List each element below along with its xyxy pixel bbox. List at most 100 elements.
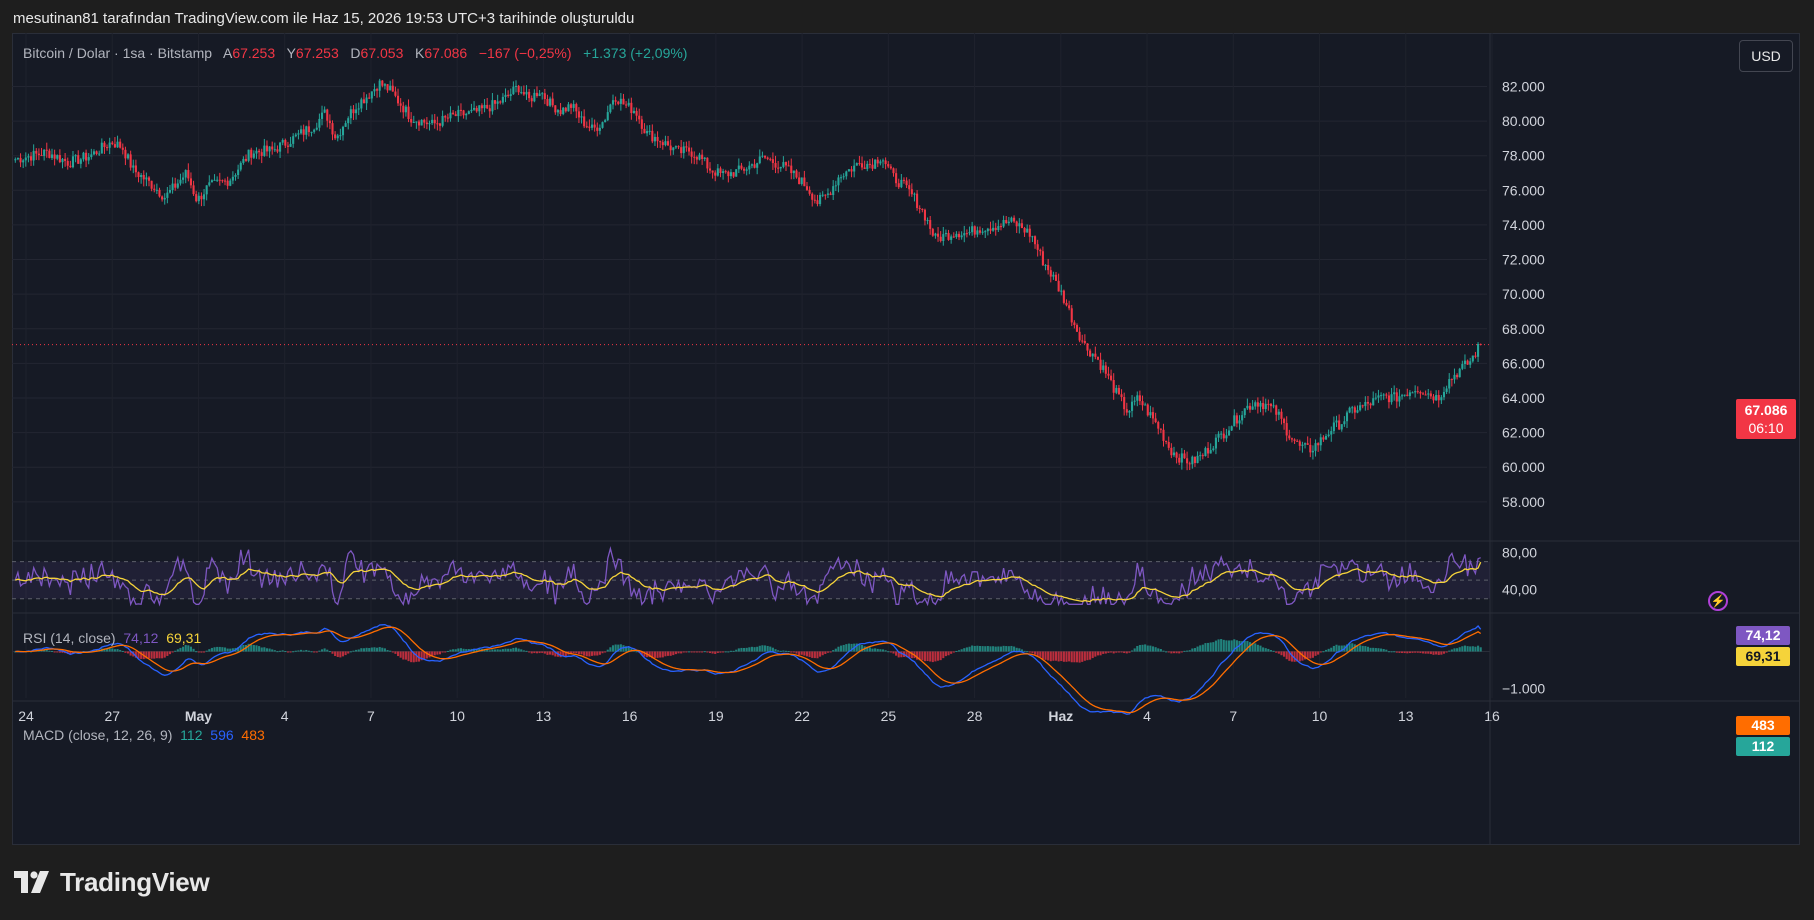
- macd-histogram-bar: [850, 643, 853, 652]
- candle-body: [250, 149, 253, 158]
- candle-body: [116, 141, 119, 148]
- macd-histogram-bar: [1293, 651, 1296, 662]
- candle-body: [1256, 402, 1259, 407]
- candle-body: [158, 189, 161, 197]
- macd-histogram-bar: [795, 651, 798, 654]
- candle-body: [294, 134, 297, 137]
- macd-legend[interactable]: MACD (close, 12, 26, 9) 112 596 483: [23, 727, 265, 743]
- candle-body: [1149, 412, 1152, 416]
- candle-body: [163, 197, 166, 200]
- candle-body: [1288, 435, 1291, 439]
- candle-body: [910, 189, 913, 195]
- candle-body: [1301, 444, 1304, 446]
- macd-histogram-bar: [740, 647, 743, 652]
- candle-body: [622, 98, 625, 105]
- macd-histogram-bar: [1296, 651, 1299, 662]
- candle-body: [829, 193, 832, 195]
- macd-histogram-bar: [1461, 646, 1464, 652]
- time-tick-label: 19: [708, 708, 724, 724]
- macd-histogram-bar: [53, 651, 56, 653]
- candle-body: [1162, 429, 1165, 441]
- candle-body: [1364, 401, 1367, 407]
- macd-histogram-bar: [879, 649, 882, 652]
- macd-histogram-bar: [394, 651, 397, 654]
- macd-histogram-bar: [507, 648, 510, 652]
- candle-body: [674, 146, 677, 148]
- macd-histogram-bar: [1442, 651, 1446, 654]
- macd-histogram-bar: [866, 646, 869, 652]
- candle-body: [866, 163, 869, 169]
- macd-signal-tag: 483: [1736, 716, 1790, 735]
- candle-body: [1167, 442, 1170, 448]
- price-tick-label: 74.000: [1502, 217, 1545, 233]
- time-tick-label: 27: [104, 708, 120, 724]
- symbol-name[interactable]: Bitcoin / Dolar · 1sa · Bitstamp: [23, 45, 213, 61]
- candle-body: [619, 98, 622, 104]
- candle-body: [373, 89, 376, 92]
- candle-body: [493, 100, 497, 104]
- macd-histogram-bar: [1159, 649, 1162, 652]
- candle-body: [417, 121, 421, 126]
- candle-body: [551, 98, 554, 106]
- macd-histogram-bar: [792, 651, 795, 653]
- candle-body: [819, 194, 822, 205]
- macd-histogram-bar: [1028, 651, 1031, 653]
- macd-histogram-bar: [1387, 651, 1390, 653]
- macd-histogram-bar: [1144, 644, 1147, 652]
- macd-histogram-bar: [1154, 647, 1157, 652]
- candle-body: [1023, 228, 1026, 233]
- lightning-icon[interactable]: ⚡: [1708, 591, 1728, 611]
- candle-body: [1343, 421, 1346, 425]
- candle-body: [279, 142, 282, 152]
- candle-body: [491, 100, 494, 112]
- rsi-ma-tag: 69,31: [1736, 647, 1790, 666]
- candle-body: [1285, 423, 1288, 436]
- macd-histogram-bar: [952, 651, 955, 653]
- candle-body: [666, 141, 670, 146]
- macd-histogram-bar: [735, 649, 738, 652]
- macd-histogram-bar: [1450, 649, 1453, 652]
- macd-histogram-bar: [1372, 647, 1375, 652]
- candle-body: [908, 185, 911, 190]
- tradingview-logo[interactable]: TradingView: [14, 867, 210, 897]
- macd-histogram-bar: [1366, 646, 1370, 652]
- candle-body: [559, 110, 562, 115]
- candle-body: [1322, 437, 1325, 440]
- currency-button[interactable]: USD: [1739, 40, 1793, 72]
- macd-histogram-bar: [732, 650, 735, 652]
- price-tick-label: 68.000: [1502, 321, 1545, 337]
- candle-body: [265, 145, 269, 152]
- macd-histogram-bar: [596, 651, 599, 656]
- candle-body: [150, 180, 153, 189]
- macd-histogram-bar: [858, 643, 861, 652]
- macd-histogram-bar: [931, 651, 934, 663]
- chart-canvas[interactable]: 58.000 60.000 62.000 64.000 66.000 68.000 70.0…: [12, 33, 1800, 845]
- candle-body: [407, 106, 410, 120]
- macd-histogram-bar: [611, 645, 615, 652]
- candle-body: [708, 168, 712, 171]
- macd-histogram-bar: [294, 650, 297, 652]
- candle-body: [957, 233, 961, 238]
- candle-body: [381, 80, 384, 86]
- macd-histogram-bar: [693, 651, 696, 653]
- macd-histogram-bar: [339, 651, 342, 658]
- last-price-tag: 67.086 06:10: [1736, 399, 1796, 439]
- candle-body: [1110, 375, 1113, 380]
- candle-body: [1466, 360, 1469, 365]
- candle-body: [242, 158, 245, 163]
- rsi-legend[interactable]: RSI (14, close) 74,12 69,31: [23, 630, 201, 646]
- candle-body: [606, 112, 609, 121]
- candle-body: [192, 185, 195, 195]
- candle-body: [121, 147, 124, 150]
- macd-line: [15, 623, 1482, 715]
- macd-histogram-bar: [708, 651, 712, 654]
- macd-histogram-bar: [808, 651, 811, 658]
- macd-histogram-bar: [1374, 648, 1377, 652]
- candle-body: [1138, 395, 1141, 402]
- candle-body: [19, 157, 22, 163]
- macd-histogram-bar: [145, 651, 148, 659]
- candle-body: [512, 86, 515, 95]
- candle-body: [216, 179, 219, 181]
- macd-histogram-bar: [840, 645, 843, 652]
- macd-histogram-bar: [871, 648, 874, 652]
